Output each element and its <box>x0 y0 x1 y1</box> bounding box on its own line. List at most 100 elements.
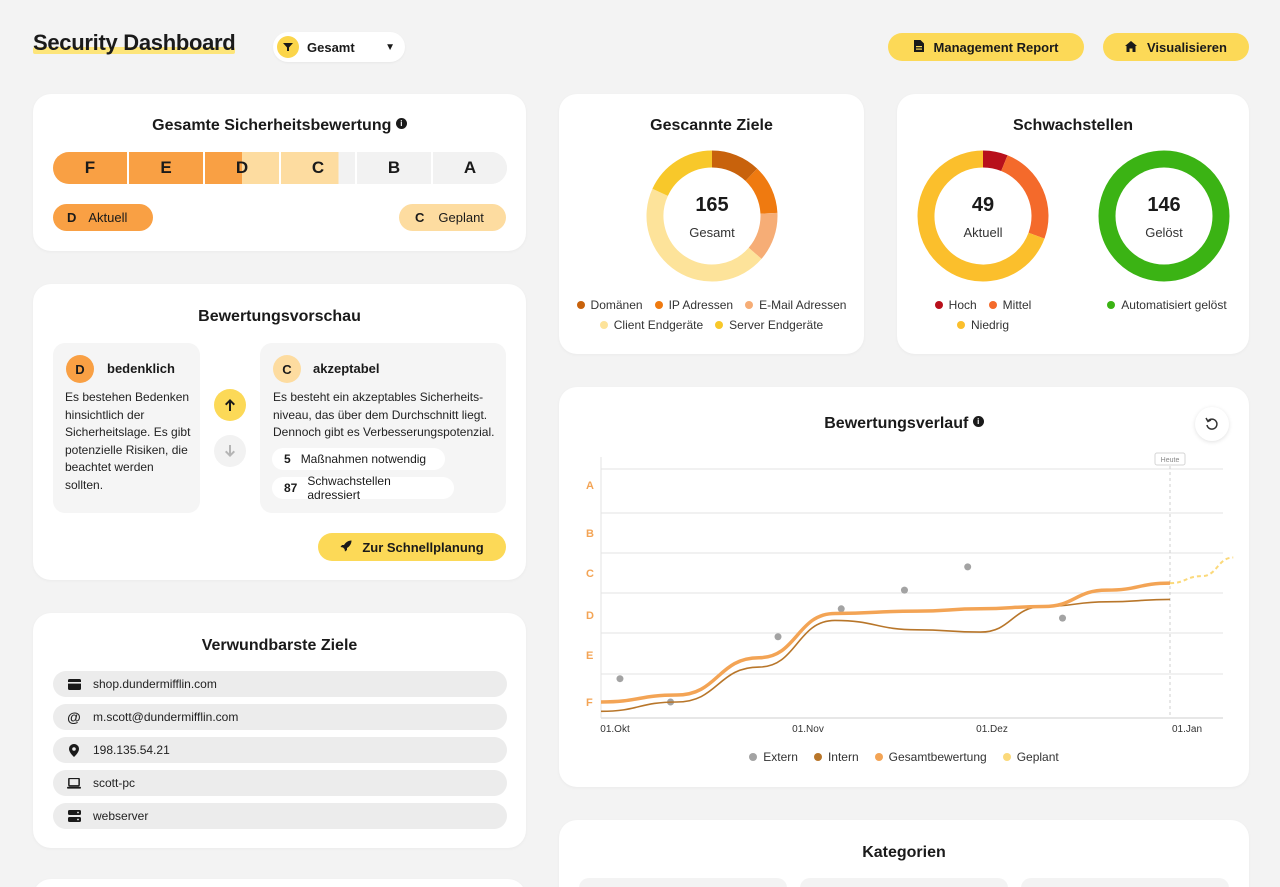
management-report-button[interactable]: Management Report <box>888 33 1084 61</box>
quick-planning-label: Zur Schnellplanung <box>362 539 484 555</box>
rocket-icon <box>340 540 352 555</box>
arrow-up-icon <box>225 399 235 411</box>
category-tile[interactable] <box>1021 878 1229 887</box>
extern-point[interactable] <box>1059 614 1067 622</box>
extern-point[interactable] <box>774 633 782 641</box>
scanned-total-label: Gesamt <box>689 225 735 240</box>
vulnerabilities-title: Schwachstellen <box>1012 117 1134 134</box>
scanned-total: 165 <box>695 194 729 216</box>
vulns-segment-niedrig[interactable] <box>917 150 1045 282</box>
series-gesamtbewertung <box>600 581 1171 704</box>
x-tick-label: 01.Nov <box>792 724 824 735</box>
target-row[interactable]: 198.135.54.21 <box>53 737 507 763</box>
next-grade-text: Es besteht ein akzeptables Sicherheits-n… <box>273 390 495 439</box>
current-vulns-center: 49 Aktuell <box>917 194 1049 240</box>
resolved-vulns-center: 146 Gelöst <box>1098 194 1230 240</box>
current-grade-label: bedenklich <box>107 361 175 376</box>
next-grade-circle: C <box>273 355 301 383</box>
x-tick-label: 01.Dez <box>976 724 1008 735</box>
legend-auto-resolved: Automatisiert gelöst <box>1107 298 1227 312</box>
current-vulns-donut-chart <box>917 150 1049 282</box>
refresh-icon <box>1205 417 1218 430</box>
quick-planning-button[interactable]: Zur Schnellplanung <box>318 533 506 561</box>
laptop-icon <box>67 777 81 789</box>
current-grade-chip: D Aktuell <box>53 204 153 231</box>
today-label: Heute <box>1161 457 1180 464</box>
grade-up-button[interactable] <box>214 389 246 421</box>
at-sign-icon: @ <box>67 709 81 725</box>
y-tick-e: E <box>586 650 593 662</box>
info-icon[interactable]: i <box>972 416 984 427</box>
vulns-addressed-chip: 87 Schwachstellen adressiert <box>272 474 454 502</box>
rating-history-card: Bewertungsverlauf i A B C D E F 01.Okt 01.Nov 01… <box>559 387 1249 787</box>
extern-point[interactable] <box>964 563 972 571</box>
current-vulns-label: Aktuell <box>963 225 1003 240</box>
chevron-down-icon: ▼ <box>385 41 395 53</box>
scanned-segment-ip-adressen[interactable] <box>745 168 778 215</box>
next-grade-box: C akzeptabel Es besteht ein akzeptables … <box>260 343 506 513</box>
visualize-button[interactable]: Visualisieren <box>1103 33 1249 61</box>
current-grade-text: Es bestehen Bedenken hinsichtlich der Si… <box>65 390 191 492</box>
vulns-segment-mittel[interactable] <box>1000 155 1049 239</box>
categories-card: Kategorien <box>559 820 1249 887</box>
grade-d: D <box>205 152 281 184</box>
y-tick-b: B <box>586 528 594 540</box>
y-tick-c: C <box>586 568 594 580</box>
scope-value: Gesamt <box>307 39 355 55</box>
overall-rating-card: Gesamte Sicherheitsbewertung i F E D C B… <box>33 94 526 251</box>
scanned-segment-dom-nen[interactable] <box>711 150 758 182</box>
page-title: Security Dashboard <box>33 30 236 55</box>
filter-icon <box>277 36 299 58</box>
legend-medium: Mittel <box>988 298 1031 312</box>
category-tile[interactable] <box>800 878 1008 887</box>
y-tick-d: D <box>586 610 594 622</box>
extern-point[interactable] <box>900 586 908 594</box>
scope-select[interactable]: Gesamt ▼ <box>273 32 405 62</box>
home-icon <box>1125 40 1137 55</box>
grade-down-button[interactable] <box>214 435 246 467</box>
info-icon[interactable]: i <box>395 118 407 129</box>
resolved-vulns-total: 146 <box>1147 194 1181 216</box>
current-vulns-total: 49 <box>971 194 995 216</box>
history-legend: Extern Intern Gesamtbewertung Geplant <box>559 750 1249 764</box>
scanned-segment-server-endger-te[interactable] <box>652 150 713 197</box>
x-tick-label: 01.Okt <box>600 724 630 735</box>
legend-external: Extern <box>749 750 798 764</box>
current-grade-circle: D <box>66 355 94 383</box>
legend-planned: Geplant <box>1002 750 1059 764</box>
rating-preview-card: Bewertungsvorschau D bedenklich Es beste… <box>33 284 526 580</box>
vulnerable-targets-title: Verwundbarste Ziele <box>201 637 358 654</box>
category-tile[interactable] <box>579 878 787 887</box>
rating-history-title: Bewertungsverlauf i <box>559 415 1249 433</box>
grade-a: A <box>433 152 507 184</box>
location-pin-icon <box>67 743 81 757</box>
server-icon <box>67 810 81 822</box>
extern-point[interactable] <box>837 605 845 613</box>
resolved-vulns-legend: Automatisiert gelöst <box>1097 298 1237 312</box>
target-row[interactable]: shop.dundermifflin.com <box>53 671 507 697</box>
scanned-center: 165 Gesamt <box>646 194 778 240</box>
y-tick-f: F <box>586 697 593 709</box>
reset-button[interactable] <box>1195 407 1229 441</box>
target-row[interactable]: webserver <box>53 803 507 829</box>
extern-point[interactable] <box>616 675 624 683</box>
legend-server: Server Endgeräte <box>715 318 823 332</box>
management-report-label: Management Report <box>933 39 1059 55</box>
legend-low: Niedrig <box>956 318 1009 332</box>
resolved-segment-automatisiert-gel-st[interactable] <box>1098 150 1230 282</box>
rating-scale: F E D C B A <box>53 152 507 184</box>
target-row[interactable]: @ m.scott@dundermifflin.com <box>53 704 507 730</box>
credit-card-icon <box>67 678 81 690</box>
legend-high: Hoch <box>934 298 977 312</box>
vulns-segment-hoch[interactable] <box>982 150 1008 172</box>
scanned-legend: Domänen IP Adressen E-Mail Adressen Clie… <box>567 298 856 332</box>
arrow-down-icon <box>225 445 235 457</box>
target-row[interactable]: scott-pc <box>53 770 507 796</box>
grade-f: F <box>53 152 129 184</box>
vulnerabilities-card: Schwachstellen 49 Aktuell 146 Gelöst Hoc… <box>897 94 1249 354</box>
legend-client: Client Endgeräte <box>599 318 703 332</box>
rating-history-chart: A B C D E F 01.Okt 01.Nov 01.Dez 01.Jan Heute <box>586 452 1234 735</box>
scanned-segment-client-endger-te[interactable] <box>646 188 762 282</box>
legend-ip: IP Adressen <box>654 298 733 312</box>
scanned-segment-e-mail-adressen[interactable] <box>748 212 778 259</box>
